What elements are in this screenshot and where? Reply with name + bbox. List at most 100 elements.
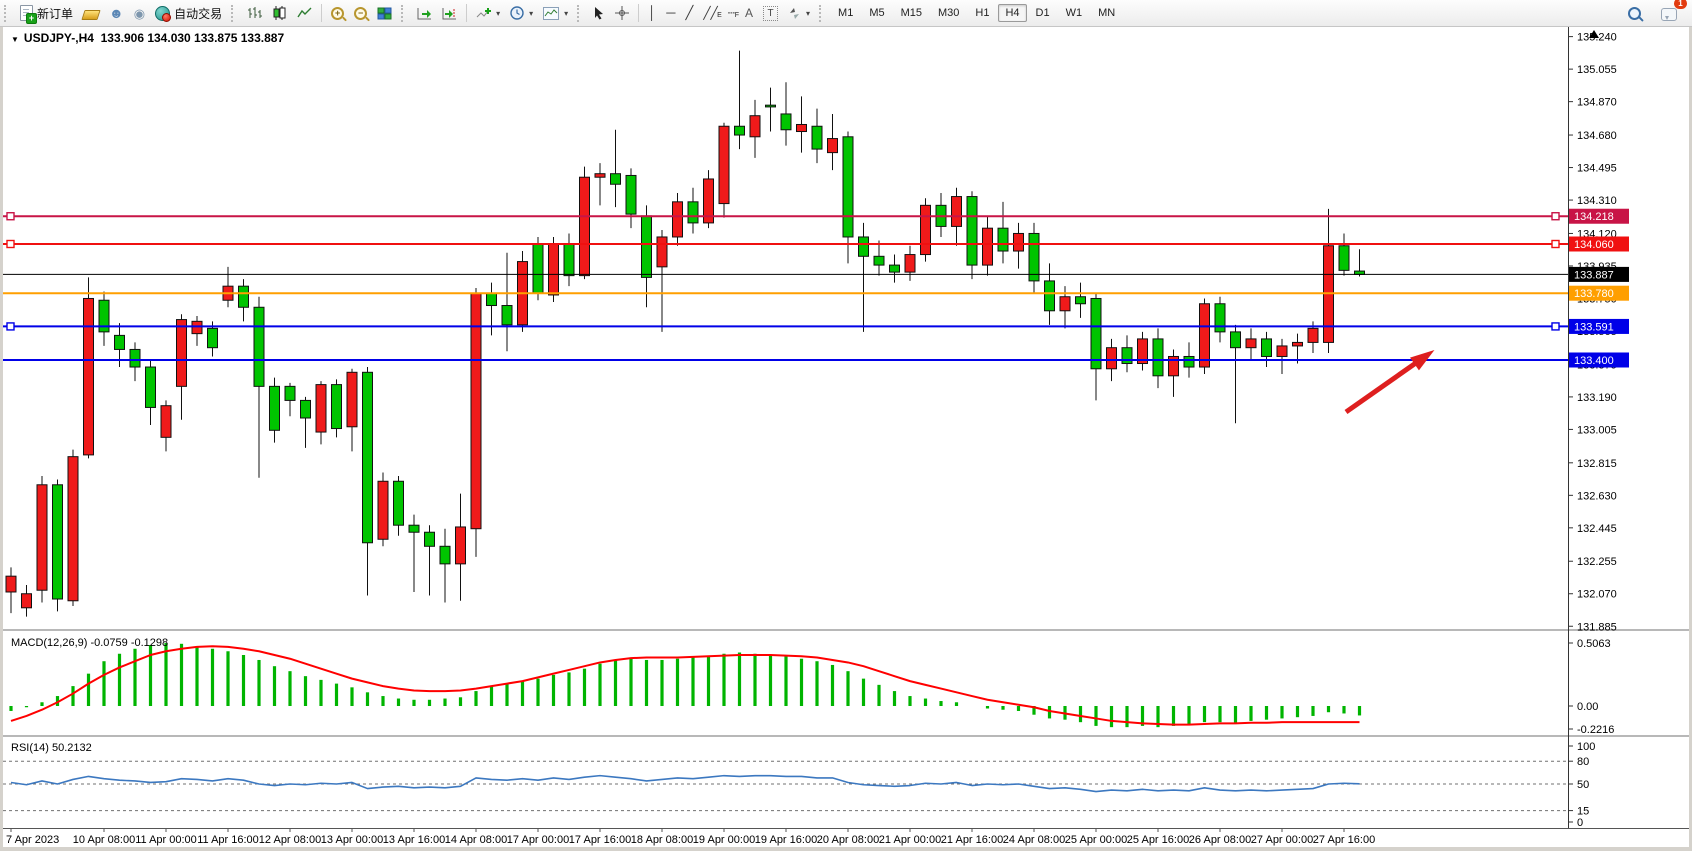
- new-order-button[interactable]: + 新订单: [15, 3, 78, 24]
- trendline-tool[interactable]: ╱: [681, 3, 699, 23]
- candle[interactable]: [176, 319, 187, 387]
- macd-pane[interactable]: [9, 643, 1362, 728]
- line-handle[interactable]: [1551, 322, 1560, 331]
- candle[interactable]: [362, 371, 373, 544]
- zoom-out-button[interactable]: −: [349, 3, 372, 23]
- candle[interactable]: [284, 385, 296, 401]
- timeframe-button-M1[interactable]: M1: [838, 7, 854, 19]
- periods-button[interactable]: ▾: [505, 3, 538, 23]
- indicators-button[interactable]: ▾: [471, 3, 505, 23]
- templates-button[interactable]: ▾: [538, 3, 573, 23]
- bar-chart-button[interactable]: [242, 3, 267, 23]
- signals-button[interactable]: ◉: [129, 3, 150, 23]
- chart-window[interactable]: ▼ USDJPY-,H4 133.906 134.030 133.875 133.…: [0, 26, 1692, 851]
- candle[interactable]: [563, 243, 575, 277]
- timeframe-button-D1[interactable]: D1: [1035, 7, 1050, 19]
- candle[interactable]: [982, 227, 993, 266]
- candle[interactable]: [873, 255, 885, 266]
- candle[interactable]: [920, 204, 931, 256]
- candle[interactable]: [1168, 355, 1179, 377]
- experts-button[interactable]: ☻: [104, 3, 129, 23]
- hline-134.218[interactable]: [3, 212, 1568, 221]
- candle[interactable]: [1307, 327, 1319, 343]
- candle[interactable]: [1183, 355, 1195, 368]
- vertical-line-tool[interactable]: │: [643, 3, 661, 23]
- arrows-tool[interactable]: ▾: [783, 3, 815, 23]
- candle[interactable]: [207, 327, 218, 349]
- toolbar-grip[interactable]: [819, 4, 825, 22]
- time-axis[interactable]: 7 Apr 2023 10 Apr 08:00 11 Apr 00:00 11 Apr…: [6, 828, 1375, 846]
- candle[interactable]: [1137, 338, 1148, 365]
- cursor-tool-button[interactable]: [588, 3, 610, 23]
- scroll-to-end-marker[interactable]: [1589, 30, 1599, 38]
- candle[interactable]: [129, 348, 141, 368]
- horizontal-line-tool[interactable]: ─: [661, 3, 680, 23]
- candle[interactable]: [532, 243, 544, 294]
- candle[interactable]: [83, 297, 94, 456]
- candle[interactable]: [36, 484, 48, 591]
- candle[interactable]: [486, 292, 497, 307]
- candle[interactable]: [904, 254, 916, 273]
- candle[interactable]: [393, 480, 404, 526]
- candle[interactable]: [1276, 345, 1288, 357]
- candle[interactable]: [718, 125, 730, 205]
- candlestick-series[interactable]: [5, 50, 1365, 617]
- candle[interactable]: [1121, 347, 1133, 365]
- search-button[interactable]: [1623, 3, 1646, 23]
- candle[interactable]: [625, 174, 637, 215]
- one-click-toggle-icon[interactable]: ▼: [11, 35, 19, 44]
- candle[interactable]: [424, 531, 435, 547]
- candle[interactable]: [656, 236, 668, 268]
- candle[interactable]: [114, 334, 125, 350]
- candle[interactable]: [827, 138, 838, 154]
- candle[interactable]: [1354, 270, 1365, 275]
- candle[interactable]: [1059, 296, 1071, 312]
- timeframe-button-M30[interactable]: M30: [938, 7, 960, 19]
- candle[interactable]: [811, 125, 823, 150]
- timeframe-button-W1[interactable]: W1: [1065, 7, 1083, 19]
- candle[interactable]: [858, 236, 869, 257]
- candle[interactable]: [796, 123, 807, 133]
- candle[interactable]: [579, 176, 590, 277]
- candle[interactable]: [610, 173, 621, 185]
- zoom-in-button[interactable]: +: [326, 3, 349, 23]
- timeframe-button-M15[interactable]: M15: [900, 7, 923, 19]
- candle[interactable]: [889, 264, 900, 273]
- candle[interactable]: [951, 196, 962, 227]
- candle[interactable]: [439, 545, 451, 565]
- autotrading-button[interactable]: 自动交易: [150, 3, 227, 23]
- candle[interactable]: [594, 173, 606, 178]
- candle[interactable]: [315, 384, 327, 433]
- chart-shift-button[interactable]: [437, 3, 462, 23]
- line-handle[interactable]: [1551, 212, 1560, 221]
- timeframe-button-H4[interactable]: H4: [998, 4, 1027, 22]
- notifications-button[interactable]: 1: [1656, 0, 1687, 23]
- candle[interactable]: [1013, 232, 1024, 252]
- candle[interactable]: [52, 484, 63, 600]
- candle[interactable]: [687, 201, 699, 224]
- candle[interactable]: [1199, 303, 1210, 368]
- candle[interactable]: [1090, 297, 1102, 370]
- candle[interactable]: [1214, 303, 1226, 333]
- text-label-tool[interactable]: T: [758, 3, 783, 23]
- candle[interactable]: [191, 320, 203, 335]
- candle[interactable]: [1106, 347, 1117, 370]
- line-handle[interactable]: [6, 239, 15, 249]
- candle[interactable]: [1044, 280, 1055, 312]
- market-button[interactable]: [78, 3, 104, 23]
- fibonacci-tool[interactable]: ┄ F: [723, 3, 740, 23]
- toolbar-grip[interactable]: [231, 4, 237, 22]
- candle[interactable]: [1028, 232, 1040, 282]
- candle[interactable]: [1245, 338, 1257, 349]
- candle[interactable]: [269, 385, 280, 431]
- candle[interactable]: [98, 299, 110, 333]
- candle[interactable]: [300, 399, 311, 419]
- candle[interactable]: [641, 215, 652, 278]
- candle[interactable]: [501, 305, 513, 326]
- candle[interactable]: [238, 285, 249, 308]
- candle[interactable]: [703, 178, 714, 224]
- line-chart-button[interactable]: [292, 3, 317, 23]
- hline-133.591[interactable]: [3, 322, 1568, 331]
- channel-tool[interactable]: ╱╱ E: [698, 3, 722, 23]
- candlestick-button[interactable]: [267, 3, 292, 23]
